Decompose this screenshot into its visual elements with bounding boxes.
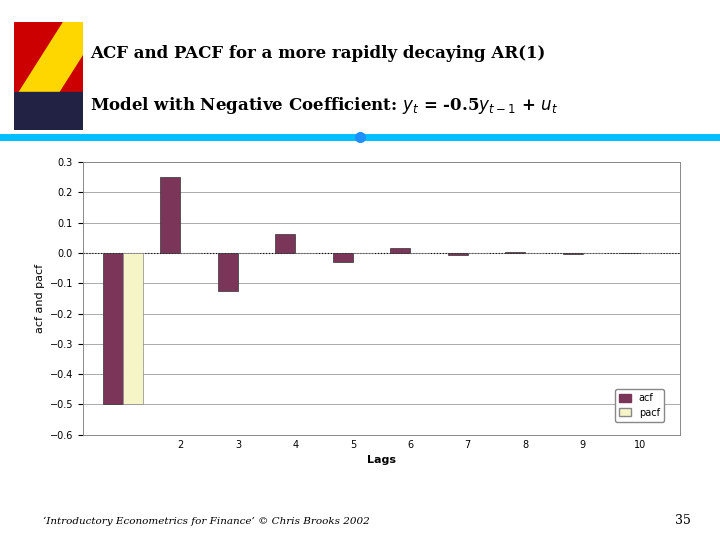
Bar bbox=[390, 248, 410, 253]
Text: ACF and PACF for a more rapidly decaying AR(1): ACF and PACF for a more rapidly decaying… bbox=[90, 45, 545, 63]
Text: ‘Introductory Econometrics for Finance’ © Chris Brooks 2002: ‘Introductory Econometrics for Finance’ … bbox=[43, 517, 370, 526]
Y-axis label: acf and pacf: acf and pacf bbox=[35, 264, 45, 333]
Text: Model with Negative Coefficient: $y_t$ = -0.5$y_{t-1}$ + $u_t$: Model with Negative Coefficient: $y_t$ =… bbox=[90, 96, 558, 116]
Bar bbox=[161, 177, 181, 253]
Legend: acf, pacf: acf, pacf bbox=[616, 389, 664, 422]
Text: 35: 35 bbox=[675, 514, 691, 526]
Bar bbox=[505, 252, 526, 253]
Polygon shape bbox=[14, 22, 62, 97]
Bar bbox=[123, 253, 143, 404]
Bar bbox=[275, 234, 295, 253]
Bar bbox=[14, 92, 83, 130]
Polygon shape bbox=[14, 22, 83, 130]
X-axis label: Lags: Lags bbox=[367, 455, 396, 465]
Bar bbox=[218, 253, 238, 291]
Bar bbox=[103, 253, 123, 404]
Bar bbox=[333, 253, 353, 262]
Bar bbox=[448, 253, 468, 255]
